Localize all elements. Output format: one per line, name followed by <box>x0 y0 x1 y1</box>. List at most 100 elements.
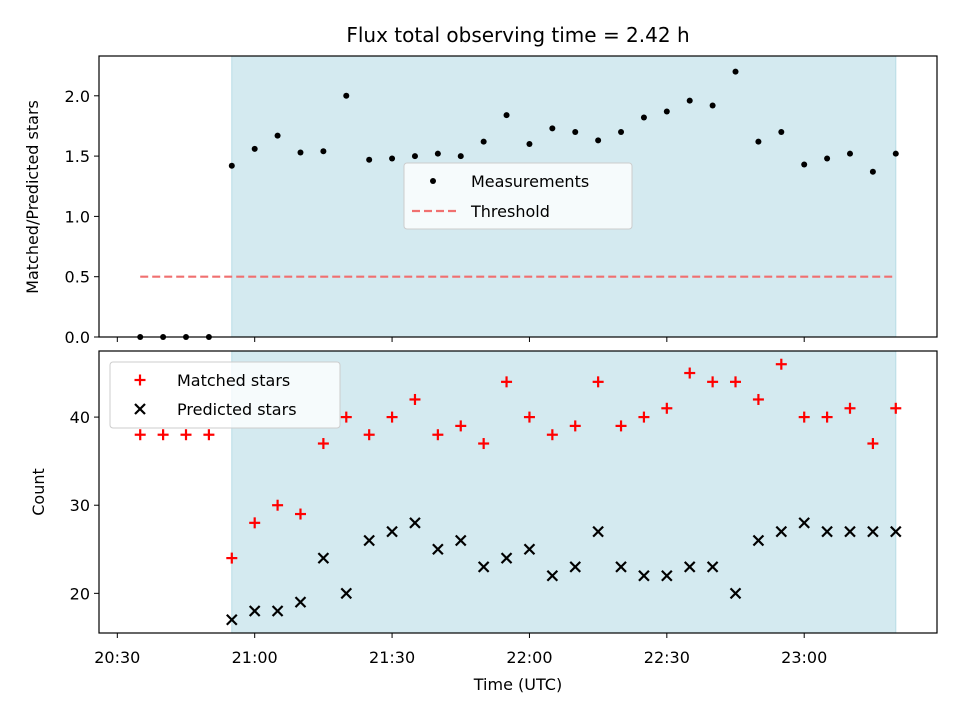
matched-star-marker <box>203 429 215 441</box>
measurement-point <box>343 92 350 99</box>
matched-star-marker <box>844 402 856 414</box>
predicted-star-marker <box>271 605 284 617</box>
measurement-point <box>411 153 418 160</box>
predicted-star-marker <box>890 525 902 538</box>
matched-star-marker <box>638 411 650 423</box>
measurement-point <box>846 150 853 157</box>
legend-label-matched: Matched stars <box>177 371 290 390</box>
predicted-star-marker <box>477 561 490 573</box>
measurement-point <box>366 156 373 163</box>
measurement-point <box>274 132 281 139</box>
predicted-star-marker <box>798 517 810 529</box>
legend-marker-predicted <box>134 403 146 415</box>
y-tick-label: 40 <box>70 408 90 427</box>
predicted-star-marker <box>454 534 467 547</box>
y-tick-label: 0.0 <box>65 328 90 347</box>
measurement-point <box>320 148 327 155</box>
predicted-star-marker <box>638 569 650 582</box>
top-panel: 0.0 0.5 1.0 1.5 2.0 Measurements Threshold <box>65 55 938 347</box>
matched-star-marker <box>752 393 764 405</box>
matched-star-marker <box>432 429 444 441</box>
predicted-star-marker <box>821 525 833 538</box>
measurement-point <box>732 68 739 75</box>
predicted-star-marker <box>615 561 627 573</box>
matched-star-marker <box>798 411 810 423</box>
measurement-point <box>801 161 808 168</box>
measurement-point <box>824 155 831 162</box>
matched-star-marker <box>294 508 306 520</box>
predicted-star-marker <box>386 525 398 538</box>
predicted-star-marker <box>592 525 604 538</box>
matched-star-marker <box>409 393 421 405</box>
bottom-legend: Matched stars Predicted stars <box>109 361 341 429</box>
predicted-star-marker <box>661 569 673 582</box>
y-tick-label: 1.0 <box>65 207 90 226</box>
bottom-y-axis-label: Count <box>29 468 48 516</box>
legend-label-predicted: Predicted stars <box>177 400 297 419</box>
matched-star-marker <box>180 429 192 441</box>
x-tick-label: 20:30 <box>94 648 140 667</box>
measurement-point <box>228 162 235 169</box>
predicted-star-marker <box>294 596 307 608</box>
measurement-point <box>709 102 716 109</box>
measurement-point <box>549 125 556 132</box>
measurement-point <box>869 168 876 175</box>
predicted-star-marker <box>867 525 879 538</box>
x-tick-label: 22:30 <box>644 648 690 667</box>
measurement-point <box>778 128 785 135</box>
x-axis-label: Time (UTC) <box>473 675 562 694</box>
legend-label-measurements: Measurements <box>471 172 589 191</box>
matched-star-marker <box>592 376 604 388</box>
measurement-point <box>686 97 693 104</box>
bottom-panel: 20 30 40 20:30 21:00 21:30 22:00 22:30 23:00 Matc… <box>70 350 938 667</box>
legend-box <box>109 361 341 429</box>
matched-star-marker <box>134 429 146 441</box>
matched-star-marker <box>730 376 742 388</box>
legend-label-threshold: Threshold <box>470 202 550 221</box>
predicted-star-marker <box>523 543 536 556</box>
predicted-star-marker <box>546 569 559 582</box>
predicted-star-marker <box>683 561 696 573</box>
bottom-shaded-region <box>231 350 897 634</box>
top-axes-frame <box>98 55 938 338</box>
predicted-star-marker <box>226 614 238 626</box>
matched-star-marker <box>386 411 398 423</box>
matched-star-marker <box>523 411 535 423</box>
measurement-point <box>618 128 625 135</box>
matched-star-marker <box>340 411 352 423</box>
matched-star-marker <box>546 429 558 441</box>
matched-star-marker <box>455 420 467 432</box>
measurement-point <box>663 108 670 115</box>
matched-star-marker <box>249 517 261 529</box>
x-tick-label: 21:00 <box>232 648 278 667</box>
matched-star-marker <box>890 402 902 414</box>
chart-title: Flux total observing time = 2.42 h <box>346 23 689 47</box>
measurement-point <box>755 138 762 145</box>
measurement-point <box>572 128 579 135</box>
matched-star-marker <box>501 376 513 388</box>
matched-star-marker <box>661 402 673 414</box>
bottom-axes-frame <box>98 350 938 634</box>
matched-star-marker <box>363 429 375 441</box>
predicted-star-marker <box>409 517 421 529</box>
matched-star-marker <box>684 367 696 379</box>
legend-box <box>403 162 633 230</box>
predicted-star-marker <box>432 543 444 556</box>
x-tick-label: 21:30 <box>369 648 415 667</box>
measurement-point <box>389 155 396 162</box>
x-tick-label: 22:00 <box>506 648 552 667</box>
matched-star-marker <box>867 438 879 450</box>
matched-star-marker <box>272 499 284 511</box>
y-tick-label: 2.0 <box>65 87 90 106</box>
y-tick-label: 0.5 <box>65 268 90 287</box>
matched-star-marker <box>821 411 833 423</box>
measurement-point <box>480 138 487 145</box>
measurement-point <box>892 150 899 157</box>
legend-marker-matched <box>134 374 146 386</box>
top-y-axis-label: Matched/Predicted stars <box>23 100 42 294</box>
predicted-star-marker <box>775 525 788 538</box>
matched-star-marker <box>707 376 719 388</box>
matched-star-marker <box>569 420 581 432</box>
matched-star-marker <box>317 438 329 450</box>
predicted-star-marker <box>569 561 582 573</box>
